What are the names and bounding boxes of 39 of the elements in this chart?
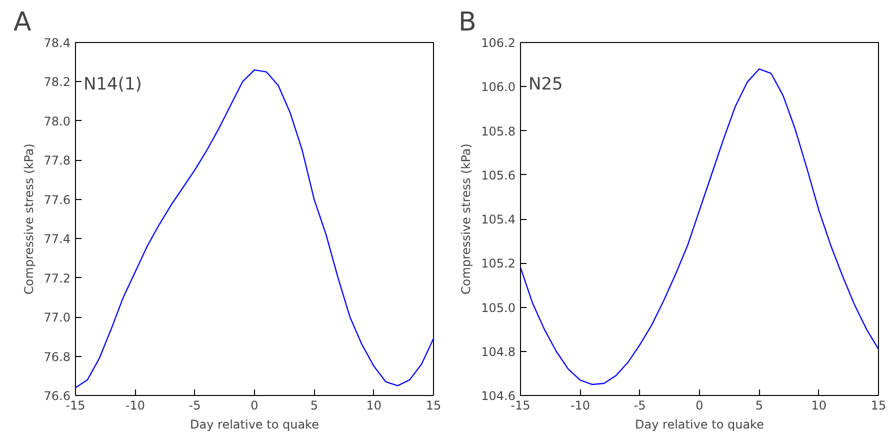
y-tick-label: 78.0 bbox=[44, 114, 70, 128]
x-tick-label: 5 bbox=[310, 398, 318, 412]
x-tick-label: 10 bbox=[811, 398, 826, 412]
x-tick-label: 5 bbox=[755, 398, 763, 412]
x-tick-label: 0 bbox=[696, 398, 704, 412]
y-tick-label: 78.2 bbox=[44, 75, 70, 90]
x-axis-title: Day relative to quake bbox=[190, 418, 319, 432]
y-tick-label: 104.8 bbox=[481, 344, 516, 359]
y-tick-label: 77.8 bbox=[44, 154, 70, 168]
x-tick-label: 10 bbox=[366, 398, 382, 412]
y-tick-label: 106.2 bbox=[481, 36, 516, 50]
y-tick-label: 76.8 bbox=[44, 350, 70, 364]
y-tick-label: 105.4 bbox=[481, 212, 516, 226]
y-tick-label: 105.8 bbox=[481, 124, 516, 138]
x-axis-title: Day relative to quake bbox=[635, 418, 764, 432]
x-tick-label: -10 bbox=[125, 398, 145, 412]
x-tick-label: 15 bbox=[426, 398, 442, 412]
chart-title: B bbox=[458, 8, 476, 38]
chart-title: A bbox=[14, 8, 32, 38]
y-tick-label: 105.0 bbox=[481, 300, 516, 315]
y-tick-label: 106.0 bbox=[481, 80, 516, 94]
y-tick-label: 77.4 bbox=[44, 232, 70, 246]
line-series bbox=[76, 69, 434, 388]
y-tick-label: 105.6 bbox=[481, 168, 516, 182]
x-tick-label: -5 bbox=[188, 398, 201, 412]
annotation: N25 bbox=[528, 74, 563, 94]
x-tick-label: 0 bbox=[250, 398, 258, 412]
x-tick-label: -5 bbox=[634, 398, 646, 412]
y-axis-title: Compressive stress (kPa) bbox=[459, 144, 474, 294]
annotation: N14(1) bbox=[84, 74, 142, 94]
line-series bbox=[520, 68, 878, 386]
y-tick-label: 77.6 bbox=[44, 192, 70, 207]
y-tick-label: 77.2 bbox=[44, 271, 70, 286]
y-axis-title: Compressive stress (kPa) bbox=[22, 144, 36, 294]
y-tick-label: 105.2 bbox=[481, 256, 516, 271]
y-tick-label: 77.0 bbox=[44, 310, 70, 325]
x-tick-label: -10 bbox=[570, 398, 590, 412]
x-tick-label: 15 bbox=[870, 398, 886, 412]
y-tick-label: 78.4 bbox=[44, 36, 70, 50]
